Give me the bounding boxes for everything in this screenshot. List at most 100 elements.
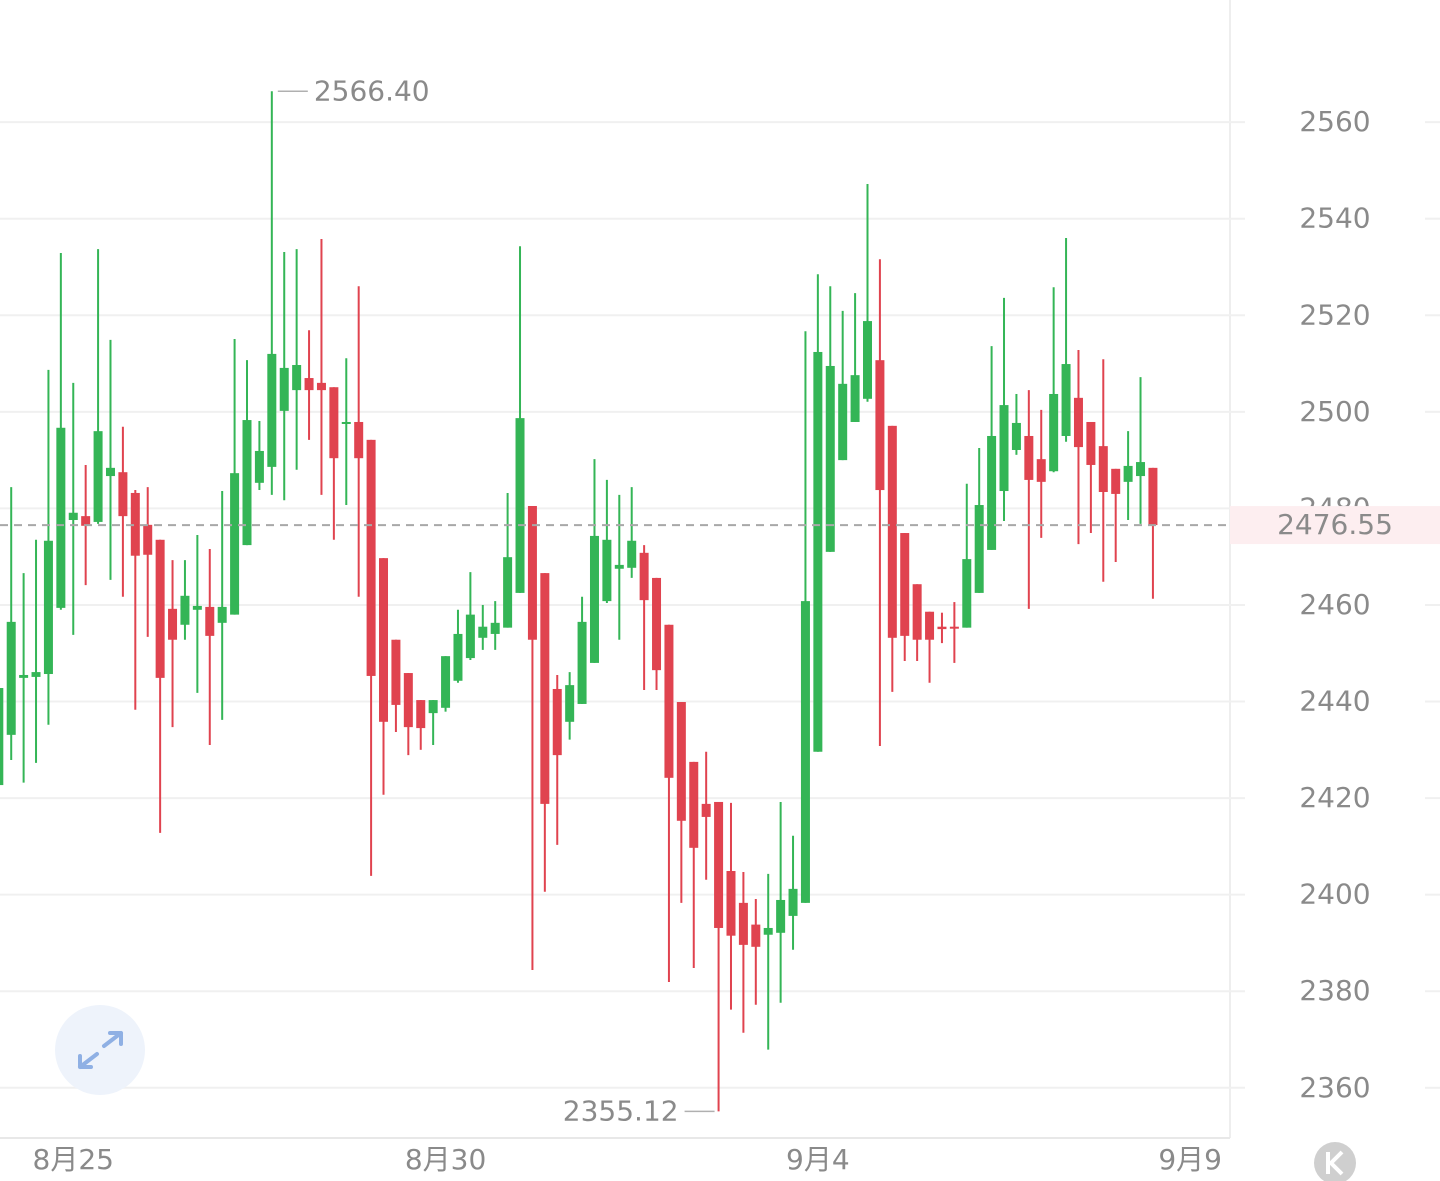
x-tick-label: 9月4 (786, 1143, 850, 1176)
candle-body (838, 383, 848, 461)
candle-body (962, 559, 972, 628)
last-price-label: 2476.55 (1277, 508, 1393, 541)
candle-body (1136, 462, 1146, 477)
candle-body (43, 540, 53, 675)
candles (0, 91, 1158, 1112)
candle-body (105, 467, 115, 477)
candle-body (589, 535, 599, 663)
y-tick-label: 2440 (1299, 685, 1370, 718)
candle-body (912, 584, 922, 640)
candle-body (428, 700, 438, 714)
y-tick-label: 2420 (1299, 781, 1370, 814)
candle-body (1086, 421, 1096, 465)
candle-body (714, 801, 724, 928)
candle-body (614, 564, 624, 569)
candle-body (1011, 422, 1021, 450)
candle-body (230, 473, 240, 615)
candle-body (664, 624, 674, 778)
candle-body (515, 418, 525, 593)
y-tick-label: 2540 (1299, 202, 1370, 235)
candle-body (478, 626, 488, 638)
logo-icon (1326, 1150, 1344, 1176)
candle-body (391, 639, 401, 705)
candle-body (143, 524, 153, 555)
candle-body (292, 365, 302, 391)
candle-body (875, 360, 885, 491)
y-tick-label: 2500 (1299, 395, 1370, 428)
candle-body (863, 321, 872, 399)
candle-body (540, 573, 550, 804)
logo-button[interactable] (1314, 1142, 1356, 1181)
candle-body (552, 688, 562, 756)
candle-body (701, 803, 711, 817)
expand-icon (78, 1031, 123, 1069)
candle-body (788, 888, 798, 916)
expand-button-bg[interactable] (55, 1005, 145, 1095)
candle-body (56, 427, 66, 608)
candle-body (652, 577, 662, 671)
candle-body (527, 505, 537, 640)
candle-body (267, 353, 277, 467)
candle-body (689, 761, 699, 848)
candle-body (627, 540, 637, 568)
candle-body (937, 626, 947, 630)
candle-body (813, 351, 823, 752)
candle-body (987, 435, 997, 550)
candle-body (1049, 393, 1059, 472)
min-label: 2355.12 (563, 1094, 679, 1127)
max-label: 2566.40 (314, 74, 430, 107)
candle-body (900, 533, 910, 636)
candle-body (68, 512, 78, 520)
last-price-bg (1230, 506, 1440, 545)
y-tick-label: 2400 (1299, 878, 1370, 911)
candle-body (751, 924, 761, 947)
candle-body (130, 492, 140, 556)
candle-body (366, 439, 376, 676)
candle-body (329, 387, 339, 459)
candle-body (800, 601, 810, 903)
candle-body (1123, 465, 1133, 482)
expand-button[interactable] (55, 1005, 145, 1095)
candle-body (949, 626, 959, 629)
grid (0, 121, 1440, 1089)
candle-body (1148, 467, 1158, 526)
candle-body (602, 539, 612, 602)
candle-body (180, 595, 190, 625)
candle-body (155, 539, 165, 678)
candle-body (763, 927, 773, 935)
candle-body (316, 382, 326, 391)
candle-body (441, 656, 451, 708)
candle-body (192, 605, 202, 610)
candle-body (776, 899, 786, 933)
candle-body (738, 902, 748, 945)
candle-body (999, 405, 1009, 492)
candle-body (577, 621, 587, 704)
candle-body (81, 516, 91, 526)
candle-body (1098, 446, 1108, 492)
candle-body (925, 611, 935, 640)
x-tick-label: 8月25 (33, 1143, 114, 1176)
candle-body (565, 685, 575, 722)
candle-body (0, 688, 4, 786)
candle-body (676, 702, 686, 821)
candle-body (6, 621, 16, 735)
candle-body (1036, 459, 1046, 482)
candle-body (341, 421, 351, 424)
y-tick-label: 2460 (1299, 588, 1370, 621)
candle-body (825, 365, 835, 552)
y-tick-label: 2560 (1299, 105, 1370, 138)
candle-body (19, 674, 29, 678)
candle-body (974, 505, 984, 593)
candle-body (850, 375, 860, 422)
candle-body (416, 700, 426, 729)
candle-body (490, 622, 500, 634)
candle-body (118, 472, 128, 517)
candle-body (279, 367, 289, 411)
candle-body (453, 633, 463, 681)
candle-body (1061, 364, 1071, 436)
candle-body (31, 672, 41, 677)
candle-body (379, 558, 389, 722)
candle-body (1024, 435, 1034, 480)
candle-body (403, 673, 413, 728)
